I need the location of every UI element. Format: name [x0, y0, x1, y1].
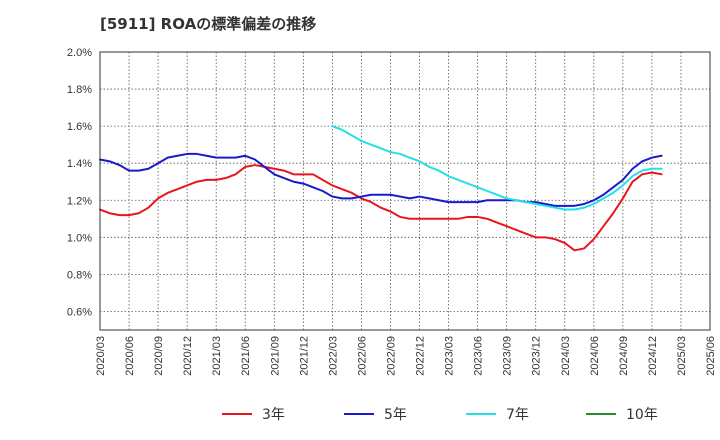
- x-tick-label: 2022/09: [385, 336, 397, 376]
- y-tick-label: 1.4%: [67, 158, 92, 170]
- x-tick-label: 2022/06: [356, 336, 368, 376]
- legend-label: 3年: [262, 407, 285, 423]
- x-tick-label: 2023/12: [531, 336, 543, 376]
- y-tick-label: 1.0%: [67, 232, 92, 244]
- x-tick-label: 2020/03: [95, 336, 107, 376]
- x-tick-label: 2024/06: [589, 336, 601, 376]
- grid-layer: [100, 51, 710, 330]
- x-tick-label: 2020/09: [153, 336, 165, 376]
- x-axis-ticks: 2020/03 2020/06 2020/09 2020/12 2021/03 2021/…: [95, 336, 717, 376]
- x-tick-label: 2021/03: [211, 336, 223, 376]
- legend: 3年 5年 7年 10年: [222, 407, 658, 423]
- x-tick-label: 2024/03: [560, 336, 572, 376]
- y-tick-label: 1.2%: [67, 195, 92, 207]
- plot-frame: [99, 51, 711, 331]
- y-axis-ticks: 2.0% 1.8% 1.6% 1.4% 1.2% 1.0% 0.8% 0.6%: [67, 47, 92, 318]
- x-tick-label: 2021/12: [298, 336, 310, 376]
- x-tick-label: 2021/06: [240, 336, 252, 376]
- x-tick-label: 2020/12: [182, 336, 194, 376]
- y-tick-label: 0.8%: [67, 269, 92, 281]
- series-line-1: [99, 152, 663, 207]
- y-tick-label: 2.0%: [67, 47, 92, 59]
- x-tick-label: 2021/09: [269, 336, 281, 376]
- x-tick-label: 2022/12: [415, 336, 427, 376]
- legend-label: 5年: [384, 407, 407, 423]
- x-tick-label: 2022/03: [327, 336, 339, 376]
- x-tick-label: 2025/03: [676, 336, 688, 376]
- y-tick-label: 0.6%: [67, 306, 92, 318]
- series-line-0: [99, 164, 663, 252]
- y-tick-label: 1.8%: [67, 84, 92, 96]
- x-tick-label: 2024/12: [647, 336, 659, 376]
- series-layer: [99, 125, 663, 252]
- x-tick-label: 2023/06: [473, 336, 485, 376]
- y-tick-label: 1.6%: [67, 121, 92, 133]
- x-tick-label: 2024/09: [618, 336, 630, 376]
- legend-label: 7年: [506, 407, 529, 423]
- x-tick-label: 2023/09: [502, 336, 514, 376]
- x-tick-label: 2020/06: [124, 336, 136, 376]
- x-tick-label: 2023/03: [444, 336, 456, 376]
- chart-title: [5911] ROAの標準偏差の推移: [100, 15, 316, 33]
- series-line-2: [331, 125, 663, 211]
- x-tick-label: 2025/06: [705, 336, 717, 376]
- legend-label: 10年: [626, 407, 658, 423]
